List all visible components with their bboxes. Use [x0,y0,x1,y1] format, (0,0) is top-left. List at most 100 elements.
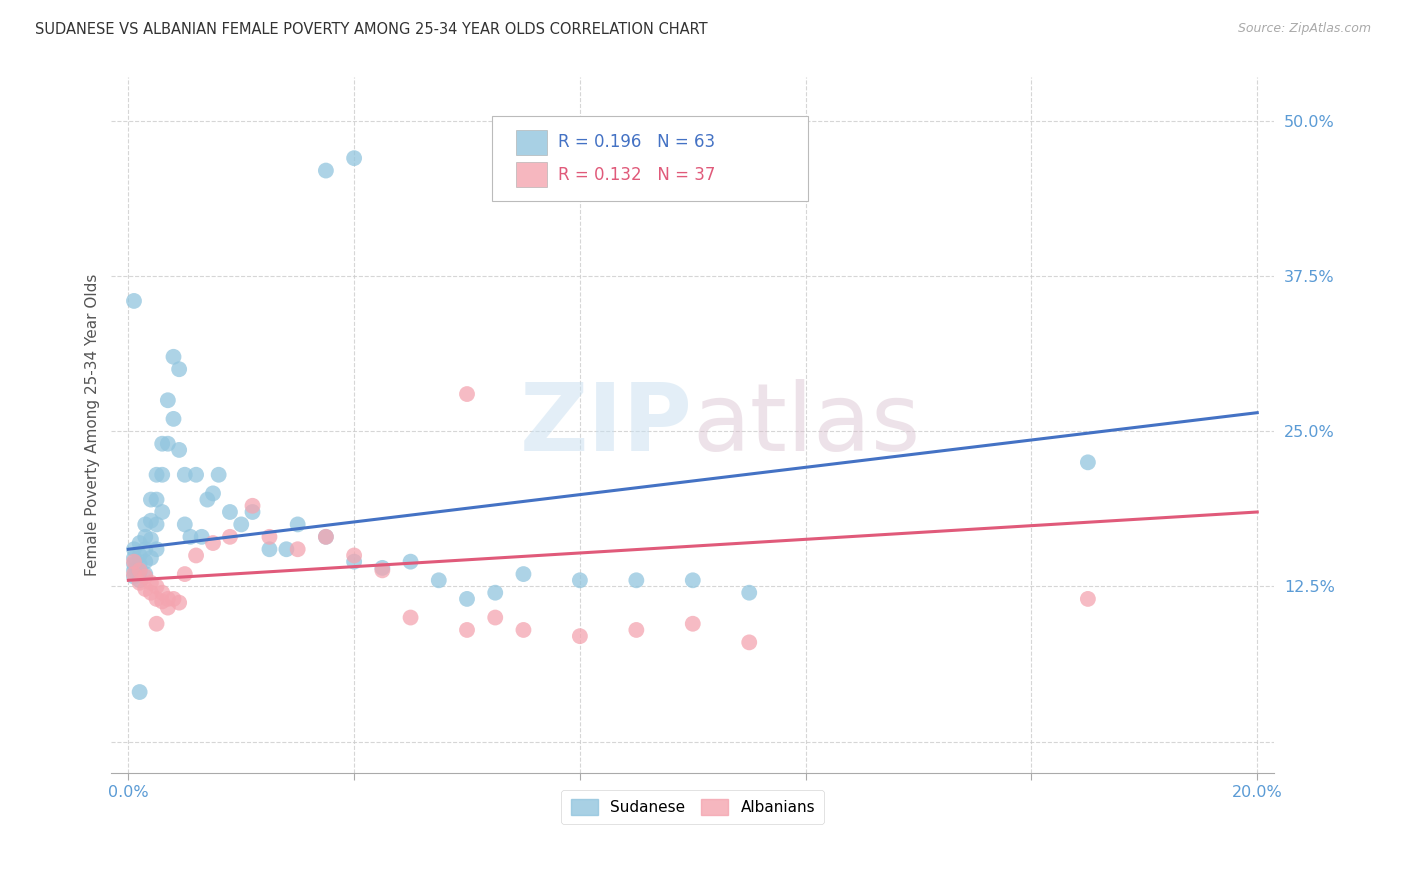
Point [399,555,422,569]
Text: SUDANESE VS ALBANIAN FEMALE POVERTY AMONG 25-34 YEAR OLDS CORRELATION CHART: SUDANESE VS ALBANIAN FEMALE POVERTY AMON… [35,22,707,37]
Point [179,530,201,544]
Point [162,350,184,364]
Point [139,550,162,565]
Point [134,555,156,569]
Point [122,563,145,577]
Point [156,600,179,615]
Point [122,557,145,571]
Point [287,542,309,557]
Point [1077,455,1099,469]
Point [512,623,534,637]
Point [122,569,145,583]
Point [315,530,337,544]
Point [195,492,218,507]
Point [276,542,298,557]
Text: atlas: atlas [693,379,921,471]
Point [128,563,150,577]
Point [128,549,150,563]
Point [626,574,648,588]
Y-axis label: Female Poverty Among 25-34 Year Olds: Female Poverty Among 25-34 Year Olds [86,274,100,576]
Point [371,563,394,577]
Point [242,505,264,519]
Point [156,393,179,408]
Point [738,585,761,599]
Point [122,567,145,582]
Point [145,616,167,631]
Legend: Sudanese, Albanians: Sudanese, Albanians [561,790,824,824]
Point [568,574,591,588]
Point [738,635,761,649]
Point [167,596,190,610]
Point [219,505,242,519]
Point [568,629,591,643]
Point [134,530,156,544]
Point [259,530,281,544]
Point [456,387,478,401]
Point [145,580,167,594]
Point [150,467,173,482]
Point [208,467,231,482]
Point [128,565,150,579]
Point [134,517,156,532]
Point [122,293,145,308]
Point [128,575,150,590]
Point [139,514,162,528]
Point [242,499,264,513]
Point [343,549,366,563]
Point [173,467,195,482]
Point [456,591,478,606]
Point [399,610,422,624]
Point [134,542,156,557]
Point [184,549,207,563]
Point [190,530,212,544]
Point [150,505,173,519]
Point [682,574,704,588]
Point [427,574,450,588]
Text: R = 0.132   N = 37: R = 0.132 N = 37 [558,166,716,184]
Point [156,436,179,450]
Point [122,542,145,557]
Point [173,517,195,532]
Point [287,517,309,532]
Point [162,412,184,426]
Text: R = 0.196   N = 63: R = 0.196 N = 63 [558,133,716,151]
Point [1077,591,1099,606]
Point [134,569,156,583]
Point [134,567,156,582]
Point [315,163,337,178]
Point [145,492,167,507]
Point [682,616,704,631]
Point [139,533,162,547]
Point [150,436,173,450]
Point [315,530,337,544]
Point [231,517,253,532]
Point [162,591,184,606]
Point [371,561,394,575]
Point [167,362,190,376]
Text: ZIP: ZIP [520,379,693,471]
Point [145,467,167,482]
Point [150,594,173,608]
Text: Source: ZipAtlas.com: Source: ZipAtlas.com [1237,22,1371,36]
Point [484,610,506,624]
Point [259,542,281,557]
Point [122,555,145,569]
Point [484,585,506,599]
Point [626,623,648,637]
Point [202,486,225,500]
Point [139,492,162,507]
Point [128,557,150,571]
Point [122,550,145,565]
Point [219,530,242,544]
Point [184,467,207,482]
Point [202,536,225,550]
Point [139,575,162,590]
Point [343,151,366,165]
Point [512,567,534,582]
Point [145,591,167,606]
Point [167,442,190,457]
Point [134,582,156,596]
Point [145,517,167,532]
Point [128,574,150,588]
Point [139,585,162,599]
